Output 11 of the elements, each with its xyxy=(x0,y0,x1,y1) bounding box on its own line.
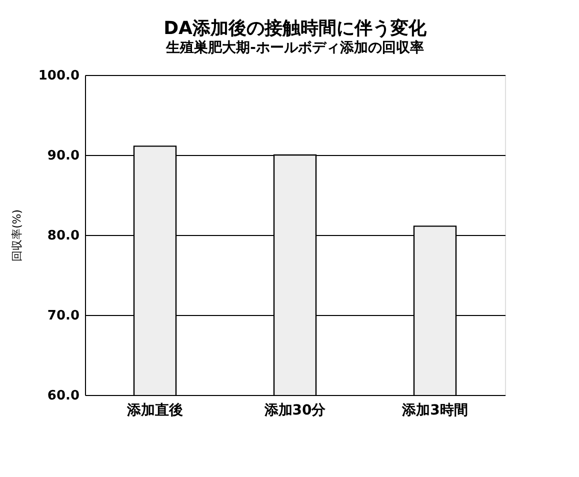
y-tick-label: 70.0 xyxy=(47,308,80,324)
y-tick-label: 80.0 xyxy=(47,228,80,244)
x-tick-label: 添加3時間 xyxy=(401,402,468,418)
y-axis-title: 回収率(%) xyxy=(10,209,24,262)
x-tick-label: 添加直後 xyxy=(126,402,183,418)
chart-subtitle: 生殖巣肥大期-ホールボディ添加の回収率 xyxy=(165,39,424,56)
y-tick-label: 60.0 xyxy=(47,388,80,404)
y-tick-label: 90.0 xyxy=(47,148,80,164)
chart-title: DA添加後の接触時間に伴う変化 xyxy=(164,18,428,39)
x-tick-label: 添加30分 xyxy=(263,402,327,418)
y-tick-label: 100.0 xyxy=(38,68,80,84)
